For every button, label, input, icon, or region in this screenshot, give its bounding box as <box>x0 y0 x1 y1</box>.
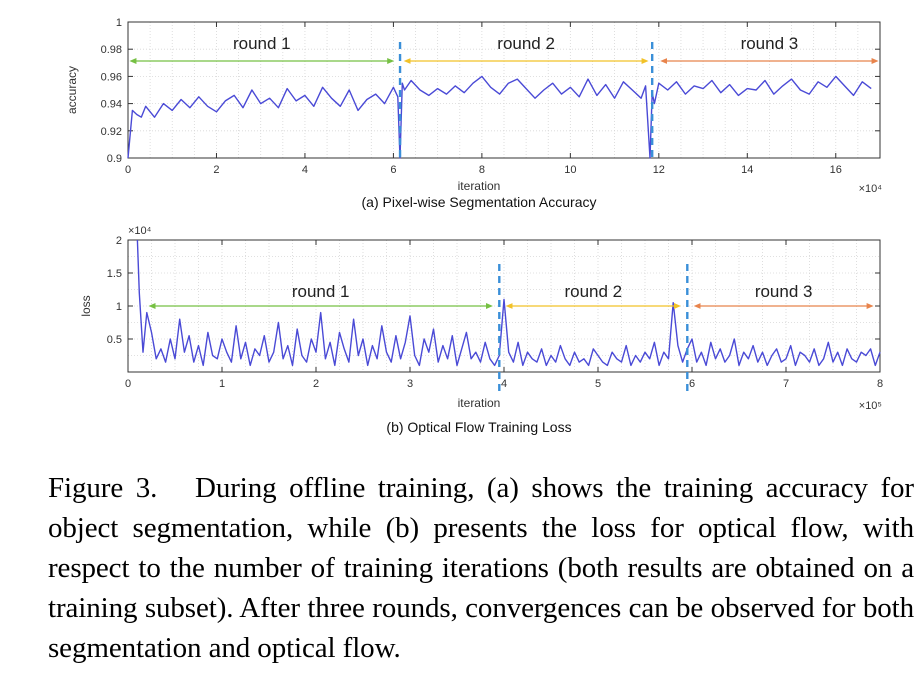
caption-text: During offline training, (a) shows the t… <box>48 472 914 664</box>
x-tick-label: 14 <box>741 164 753 176</box>
x-tick-label: 3 <box>407 378 413 390</box>
figure: 0 2 4 6 8 10 12 14 160.90.920.940.960.981accurac… <box>65 17 883 435</box>
chart-a-accuracy: 0 2 4 6 8 10 12 14 16 0.9 0.92 0.94 0.96 0.98 1 accurac… <box>65 17 882 210</box>
round-label: round 3 <box>755 282 813 301</box>
y-multiplier: ×10⁴ <box>128 225 152 237</box>
series-line <box>127 75 872 159</box>
y-axis-label: loss <box>79 295 93 316</box>
x-tick-label: 16 <box>830 164 842 176</box>
y-tick-label: 0.9 <box>107 153 122 165</box>
round-label: round 2 <box>497 34 555 53</box>
x-axis-label: iteration <box>458 396 501 410</box>
y-tick-label: 0.96 <box>101 71 122 83</box>
x-tick-label: 4 <box>501 378 507 390</box>
y-tick-label: 1 <box>116 301 122 313</box>
x-tick-label: 1 <box>219 378 225 390</box>
chart-subtitle: (a) Pixel-wise Segmentation Accuracy <box>362 194 597 210</box>
x-tick-label: 6 <box>689 378 695 390</box>
x-tick-label: 12 <box>653 164 665 176</box>
x-tick-label: 0 <box>125 378 131 390</box>
y-tick-label: 0.98 <box>101 44 122 56</box>
y-tick-label: 0.5 <box>107 334 122 346</box>
series-line <box>136 239 881 367</box>
round-label: round 2 <box>564 282 622 301</box>
y-tick-label: 1 <box>116 17 122 29</box>
x-tick-label: 4 <box>302 164 308 176</box>
x-tick-label: 2 <box>213 164 219 176</box>
caption-label: Figure 3. <box>48 472 158 504</box>
round-label: round 1 <box>233 34 291 53</box>
x-multiplier: ×10⁵ <box>859 400 882 412</box>
y-axis-label: accuracy <box>65 66 79 114</box>
x-tick-label: 6 <box>390 164 396 176</box>
y-tick-label: 0.94 <box>101 99 122 111</box>
chart-subtitle: (b) Optical Flow Training Loss <box>386 419 571 435</box>
x-tick-label: 5 <box>595 378 601 390</box>
x-axis-label: iteration <box>458 179 501 193</box>
x-tick-label: 8 <box>877 378 883 390</box>
y-tick-label: 1.5 <box>107 268 122 280</box>
round-label: round 3 <box>741 34 799 53</box>
figure-caption: Figure 3. During offline training, (a) s… <box>48 468 914 668</box>
y-tick-label: 0.92 <box>101 126 122 138</box>
x-tick-label: 10 <box>564 164 576 176</box>
x-tick-label: 7 <box>783 378 789 390</box>
x-tick-label: 8 <box>479 164 485 176</box>
chart-b-loss: 0 1 2 3 4 5 6 7 8 0.5 1 1.5 2 loss iteration ×10⁵ ×10⁴ (b… <box>79 225 883 435</box>
x-multiplier: ×10⁴ <box>859 183 883 195</box>
axes-frame <box>127 21 881 159</box>
x-tick-label: 2 <box>313 378 319 390</box>
y-tick-label: 2 <box>116 235 122 247</box>
x-tick-label: 0 <box>125 164 131 176</box>
round-label: round 1 <box>292 282 350 301</box>
